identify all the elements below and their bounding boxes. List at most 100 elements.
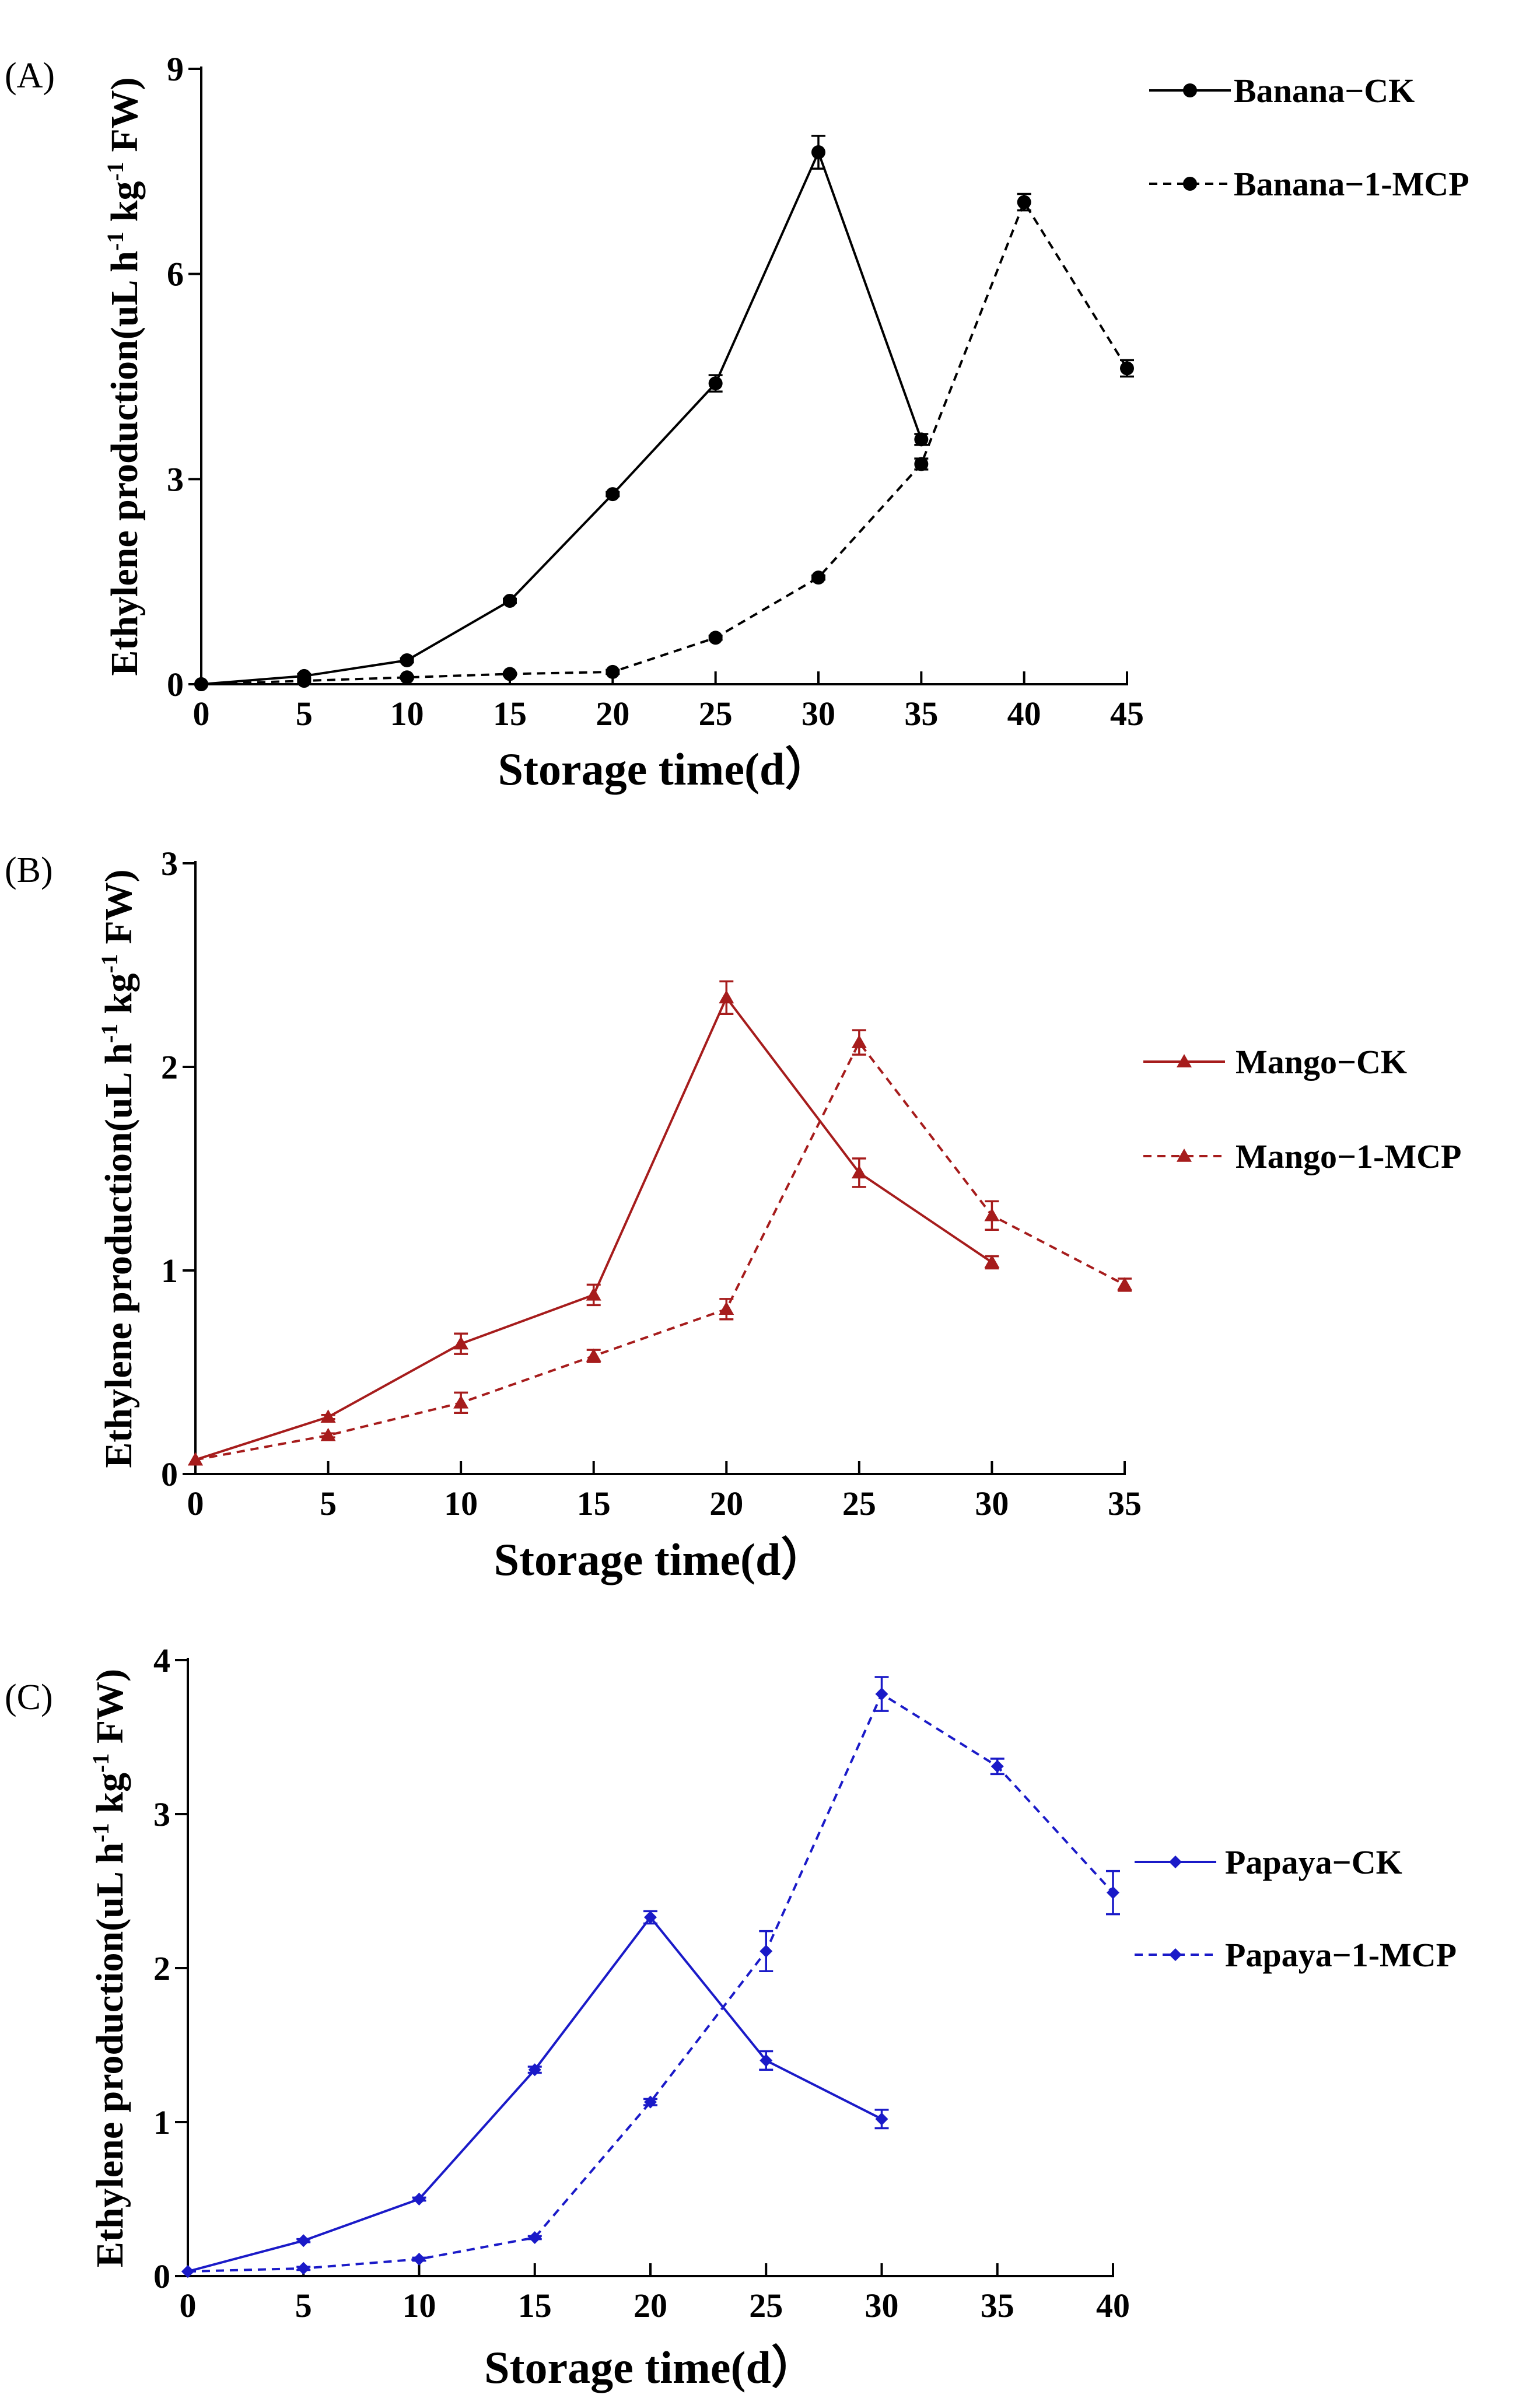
x-tick-label: 20 bbox=[596, 695, 629, 733]
data-point bbox=[760, 1944, 773, 1958]
data-point bbox=[297, 2234, 310, 2248]
x-tick-label: 0 bbox=[180, 2287, 197, 2325]
x-tick-label: 15 bbox=[493, 695, 527, 733]
y-axis-title-part: FW) bbox=[97, 869, 140, 954]
x-tick-label: 15 bbox=[577, 1485, 611, 1522]
x-tick-label: 5 bbox=[296, 695, 313, 733]
y-tick-label: 4 bbox=[153, 1641, 170, 1679]
y-axis-title-part: Ethylene production(uL h bbox=[89, 1843, 131, 2268]
x-tick-label: 35 bbox=[981, 2287, 1014, 2325]
series-line bbox=[195, 1041, 1125, 1461]
data-point bbox=[851, 1165, 867, 1179]
data-point bbox=[606, 487, 620, 502]
series-line bbox=[187, 1916, 883, 2273]
data-point bbox=[412, 2193, 426, 2206]
data-point bbox=[984, 1207, 1000, 1221]
data-point bbox=[1117, 1277, 1132, 1291]
x-tick-label: 30 bbox=[865, 2287, 899, 2325]
data-point bbox=[400, 670, 414, 685]
y-tick-label: 3 bbox=[153, 1795, 170, 1833]
panel-label: (C) bbox=[5, 1678, 53, 1717]
data-point bbox=[1120, 361, 1134, 376]
y-axis-title: Ethylene production(uL h-1 kg-1 FW) bbox=[96, 869, 140, 1468]
chart-panel-a: (A) 0 3 6 9 0 5 10 15 20 25 30 35 40 45 Storage time(d）… bbox=[5, 50, 1469, 794]
series-control bbox=[181, 1910, 889, 2278]
x-tick-label: 25 bbox=[749, 2287, 783, 2325]
data-point bbox=[984, 1255, 1000, 1268]
x-tick-label: 0 bbox=[193, 695, 210, 733]
series-line bbox=[201, 201, 1128, 685]
x-tick-label: 10 bbox=[390, 695, 424, 733]
series-line bbox=[201, 151, 923, 685]
data-point bbox=[503, 667, 517, 681]
data-point bbox=[412, 2252, 426, 2266]
y-axis-title-part: kg bbox=[89, 1773, 131, 1823]
panel-label: (B) bbox=[5, 850, 53, 890]
series-treated bbox=[194, 192, 1134, 691]
data-point bbox=[644, 2095, 657, 2109]
legend-marker bbox=[1177, 1149, 1192, 1162]
y-tick-label: 1 bbox=[161, 1252, 178, 1290]
data-point bbox=[991, 1760, 1004, 1773]
y-axis-title-superscript: -1 bbox=[88, 1823, 114, 1842]
data-point bbox=[719, 990, 734, 1004]
y-tick-label: 6 bbox=[167, 255, 184, 293]
data-point bbox=[586, 1287, 601, 1301]
x-tick-label: 20 bbox=[634, 2287, 667, 2325]
legend-entry: Mango−1-MCP bbox=[1143, 1137, 1461, 1175]
x-tick-label: 30 bbox=[802, 695, 835, 733]
legend-entry: Mango−CK bbox=[1143, 1043, 1407, 1081]
legend-label: Mango−1-MCP bbox=[1236, 1137, 1461, 1175]
data-point bbox=[586, 1348, 601, 1362]
series-control bbox=[188, 980, 1000, 1466]
data-point bbox=[181, 2265, 194, 2278]
series-line bbox=[187, 1693, 1114, 2273]
y-axis-title-part: FW) bbox=[103, 77, 146, 162]
series-control bbox=[194, 135, 929, 691]
series-treated bbox=[181, 1676, 1120, 2278]
y-axis-title-superscript: -1 bbox=[102, 162, 128, 181]
data-point bbox=[760, 2054, 773, 2067]
data-point bbox=[320, 1409, 336, 1423]
data-point bbox=[875, 2112, 888, 2126]
x-tick-label: 25 bbox=[699, 695, 733, 733]
data-point bbox=[528, 2063, 541, 2077]
x-tick-label: 40 bbox=[1007, 695, 1041, 733]
y-axis-title-superscript: -1 bbox=[88, 1753, 114, 1773]
x-axis-title: Storage time(d） bbox=[484, 2342, 817, 2393]
data-point bbox=[194, 677, 208, 691]
data-point bbox=[503, 593, 517, 608]
y-tick-label: 0 bbox=[161, 1455, 178, 1493]
y-axis-title-part: Ethylene production(uL h bbox=[97, 1043, 140, 1468]
data-point bbox=[606, 664, 620, 679]
x-tick-label: 15 bbox=[518, 2287, 552, 2325]
x-axis-title: Storage time(d） bbox=[494, 1534, 827, 1585]
data-point bbox=[851, 1035, 867, 1048]
data-point bbox=[811, 145, 825, 160]
legend-marker bbox=[1169, 1856, 1182, 1868]
y-axis-title-superscript: -1 bbox=[96, 1024, 123, 1043]
legend-entry: Banana−CK bbox=[1149, 72, 1415, 110]
x-tick-label: 10 bbox=[402, 2287, 436, 2325]
data-point bbox=[644, 1910, 657, 1924]
x-tick-label: 30 bbox=[975, 1485, 1009, 1522]
data-point bbox=[453, 1336, 469, 1350]
y-tick-label: 2 bbox=[153, 1949, 170, 1987]
x-tick-label: 35 bbox=[904, 695, 938, 733]
y-axis-title: Ethylene production(uL h-1 kg-1 FW) bbox=[102, 77, 146, 675]
data-point bbox=[320, 1427, 336, 1441]
data-point bbox=[875, 1688, 888, 1701]
data-point bbox=[188, 1452, 203, 1466]
data-point bbox=[1017, 195, 1031, 209]
panel-label: (A) bbox=[5, 56, 55, 96]
x-tick-label: 0 bbox=[187, 1485, 204, 1522]
legend-marker bbox=[1183, 83, 1197, 97]
y-tick-label: 2 bbox=[161, 1048, 178, 1086]
legend-entry: Papaya−1-MCP bbox=[1135, 1936, 1457, 1974]
y-axis-title-part: kg bbox=[97, 973, 140, 1023]
x-tick-label: 10 bbox=[444, 1485, 478, 1522]
legend-marker bbox=[1183, 177, 1197, 191]
legend-label: Papaya−1-MCP bbox=[1225, 1936, 1457, 1974]
y-tick-label: 1 bbox=[153, 2103, 170, 2141]
